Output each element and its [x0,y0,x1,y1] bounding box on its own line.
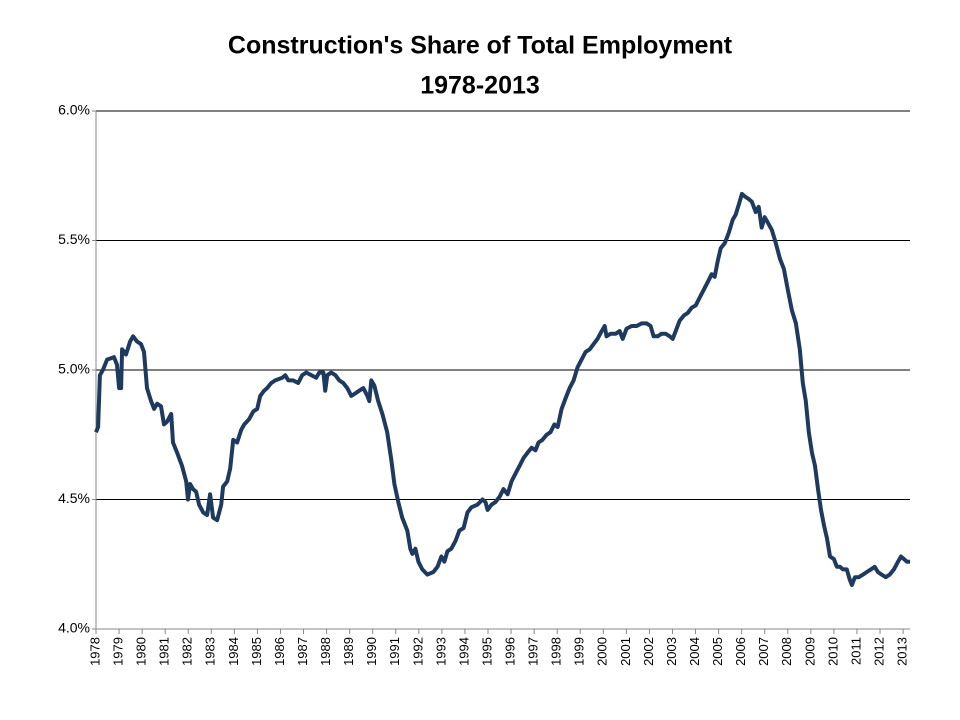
x-tick-label: 1982 [180,637,195,666]
x-tick-label: 2003 [664,637,679,666]
x-tick-label: 1987 [295,637,310,666]
x-tick-label: 1985 [249,637,264,666]
x-tick-label: 1999 [572,637,587,666]
x-tick-label: 1980 [134,637,149,666]
x-tick-label: 1990 [364,637,379,666]
x-tick-label: 1983 [203,637,218,666]
x-tick-label: 1996 [503,637,518,666]
x-tick-label: 2002 [641,637,656,666]
chart-subtitle: 1978-2013 [420,72,540,100]
x-tick-label: 2004 [687,637,702,666]
x-tick-label: 2007 [756,637,771,666]
x-tick-label: 2010 [825,637,840,666]
x-tick-label: 1978 [87,637,102,666]
y-tick-label: 4.5% [58,490,90,506]
x-tick-label: 1993 [433,637,448,666]
y-tick-label: 4.0% [58,620,90,636]
x-tick-label: 2009 [802,637,817,666]
x-tick-label: 2012 [871,637,886,666]
x-tick-label: 2001 [618,637,633,666]
x-tick-label: 1979 [110,637,125,666]
x-tick-label: 1984 [226,637,241,666]
y-tick-label: 5.0% [58,361,90,377]
x-tick-label: 1989 [341,637,356,666]
x-tick-label: 2011 [848,637,863,665]
x-tick-label: 2005 [710,637,725,666]
x-tick-label: 1988 [318,637,333,666]
x-tick-label: 2008 [779,637,794,666]
x-tick-label: 1994 [456,637,471,666]
y-tick-label: 5.5% [58,231,90,247]
x-tick-label: 1992 [410,637,425,666]
x-tick-label: 1986 [272,637,287,666]
chart-title: Construction's Share of Total Employment [228,32,733,60]
x-tick-label: 1995 [479,637,494,666]
x-tick-label: 2006 [733,637,748,666]
x-tick-label: 2000 [595,637,610,666]
x-tick-label: 1998 [549,637,564,666]
series-line [94,191,910,587]
x-tick-label: 2013 [895,637,910,666]
x-tick-label: 1991 [387,637,402,666]
x-tick-label: 1997 [526,637,541,666]
x-tick-label: 1981 [157,637,172,666]
y-tick-label: 6.0% [58,102,90,118]
